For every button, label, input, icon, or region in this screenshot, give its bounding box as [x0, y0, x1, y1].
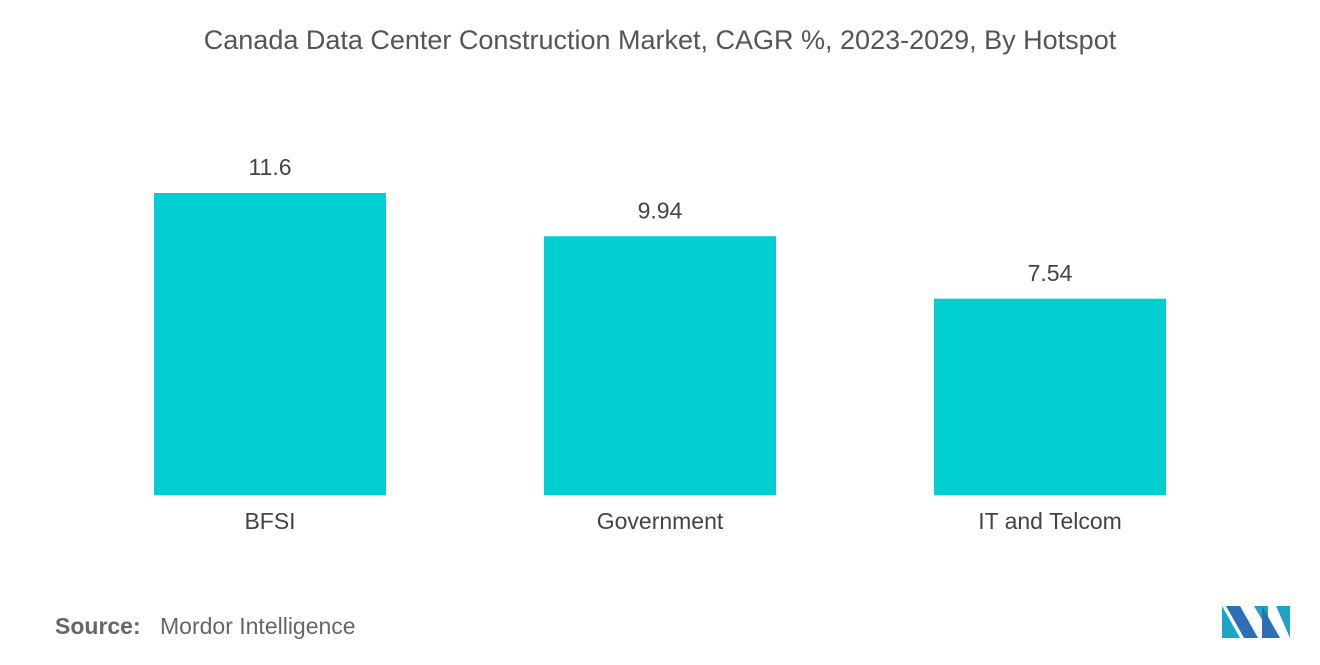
chart-title: Canada Data Center Construction Market, …: [204, 25, 1117, 55]
x-tick-label: Government: [597, 508, 724, 534]
bar: [544, 236, 776, 496]
source: Mordor Intelligence: [160, 613, 356, 639]
x-tick-label: BFSI: [244, 508, 295, 534]
value-label: 7.54: [1028, 260, 1073, 286]
value-label: 11.6: [248, 154, 291, 180]
bar: [154, 193, 386, 495]
logo-shape: [1226, 606, 1258, 638]
logo: [1222, 606, 1290, 638]
value-label: 9.94: [638, 197, 683, 223]
logo-shape: [1262, 606, 1280, 638]
x-tick-label: IT and Telcom: [978, 508, 1122, 534]
bar: [934, 298, 1166, 495]
logo-shape: [1276, 606, 1290, 638]
source-label: Source:: [55, 613, 141, 639]
logo-shape: [1222, 606, 1240, 638]
